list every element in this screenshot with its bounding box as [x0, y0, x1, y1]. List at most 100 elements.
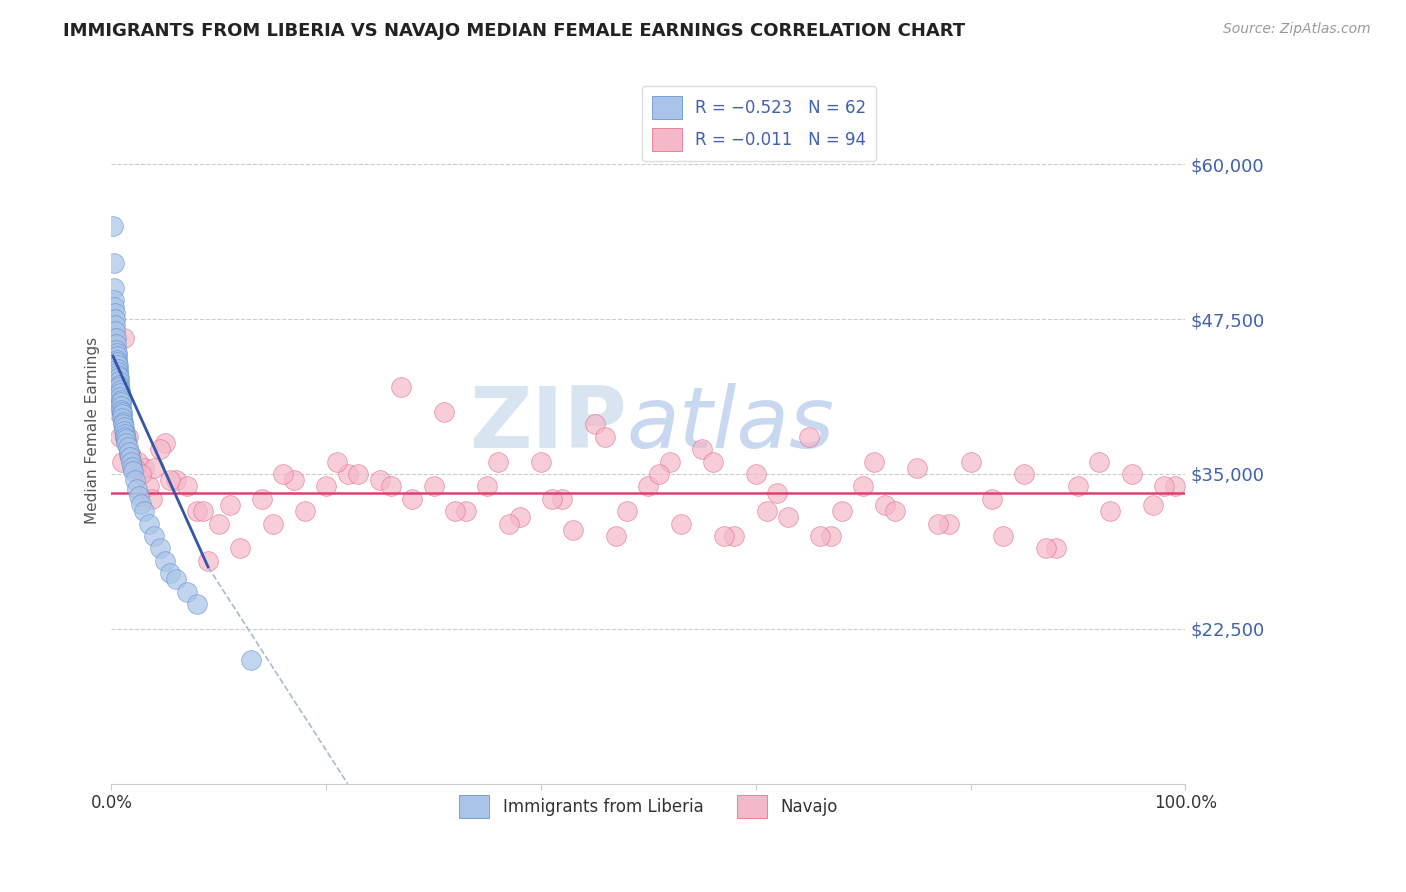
- Point: [315, 479, 337, 493]
- Point: [637, 479, 659, 493]
- Point: [105, 355, 128, 369]
- Point: [114, 427, 136, 442]
- Point: [115, 436, 138, 450]
- Point: [776, 510, 799, 524]
- Point: [271, 467, 294, 481]
- Point: [1121, 467, 1143, 481]
- Point: [433, 405, 456, 419]
- Point: [508, 510, 530, 524]
- Point: [117, 440, 139, 454]
- Point: [103, 300, 125, 314]
- Point: [1012, 467, 1035, 481]
- Point: [103, 293, 125, 308]
- Point: [110, 390, 132, 404]
- Point: [103, 281, 125, 295]
- Point: [107, 365, 129, 379]
- Point: [702, 454, 724, 468]
- Point: [1067, 479, 1090, 493]
- Point: [112, 420, 135, 434]
- Point: [326, 454, 349, 468]
- Point: [551, 491, 574, 506]
- Point: [165, 473, 187, 487]
- Point: [104, 318, 127, 333]
- Point: [114, 430, 136, 444]
- Point: [186, 504, 208, 518]
- Point: [1142, 498, 1164, 512]
- Point: [112, 417, 135, 432]
- Point: [605, 529, 627, 543]
- Point: [117, 430, 139, 444]
- Point: [981, 491, 1004, 506]
- Point: [1153, 479, 1175, 493]
- Point: [110, 392, 132, 407]
- Point: [105, 368, 128, 382]
- Point: [401, 491, 423, 506]
- Point: [111, 454, 134, 468]
- Point: [1045, 541, 1067, 556]
- Point: [121, 459, 143, 474]
- Point: [336, 467, 359, 481]
- Point: [808, 529, 831, 543]
- Point: [143, 460, 166, 475]
- Point: [138, 479, 160, 493]
- Point: [1099, 504, 1122, 518]
- Point: [104, 331, 127, 345]
- Point: [959, 454, 981, 468]
- Point: [250, 491, 273, 506]
- Point: [283, 473, 305, 487]
- Point: [110, 395, 132, 409]
- Point: [1088, 454, 1111, 468]
- Point: [104, 325, 127, 339]
- Point: [583, 417, 606, 432]
- Point: [176, 479, 198, 493]
- Point: [477, 479, 499, 493]
- Point: [131, 497, 153, 511]
- Point: [143, 529, 166, 543]
- Point: [127, 482, 149, 496]
- Point: [124, 460, 146, 475]
- Point: [153, 554, 176, 568]
- Legend: Immigrants from Liberia, Navajo: Immigrants from Liberia, Navajo: [453, 788, 844, 825]
- Point: [648, 467, 671, 481]
- Point: [104, 312, 127, 326]
- Point: [112, 331, 135, 345]
- Point: [105, 345, 128, 359]
- Point: [108, 377, 131, 392]
- Point: [368, 473, 391, 487]
- Point: [852, 479, 875, 493]
- Point: [132, 460, 155, 475]
- Point: [240, 653, 263, 667]
- Point: [104, 306, 127, 320]
- Point: [713, 529, 735, 543]
- Point: [107, 361, 129, 376]
- Point: [132, 504, 155, 518]
- Point: [562, 523, 585, 537]
- Point: [831, 504, 853, 518]
- Point: [108, 386, 131, 401]
- Point: [149, 541, 172, 556]
- Point: [105, 349, 128, 363]
- Point: [389, 380, 412, 394]
- Point: [197, 554, 219, 568]
- Point: [208, 516, 231, 531]
- Point: [191, 504, 214, 518]
- Point: [105, 343, 128, 357]
- Point: [530, 454, 553, 468]
- Point: [905, 460, 928, 475]
- Point: [104, 336, 127, 351]
- Point: [991, 529, 1014, 543]
- Point: [218, 498, 240, 512]
- Point: [745, 467, 768, 481]
- Point: [595, 430, 617, 444]
- Point: [107, 358, 129, 372]
- Point: [669, 516, 692, 531]
- Point: [124, 473, 146, 487]
- Text: IMMIGRANTS FROM LIBERIA VS NAVAJO MEDIAN FEMALE EARNINGS CORRELATION CHART: IMMIGRANTS FROM LIBERIA VS NAVAJO MEDIAN…: [63, 22, 966, 40]
- Text: Source: ZipAtlas.com: Source: ZipAtlas.com: [1223, 22, 1371, 37]
- Point: [884, 504, 907, 518]
- Point: [120, 449, 142, 463]
- Point: [444, 504, 467, 518]
- Point: [111, 411, 134, 425]
- Point: [755, 504, 778, 518]
- Point: [863, 454, 886, 468]
